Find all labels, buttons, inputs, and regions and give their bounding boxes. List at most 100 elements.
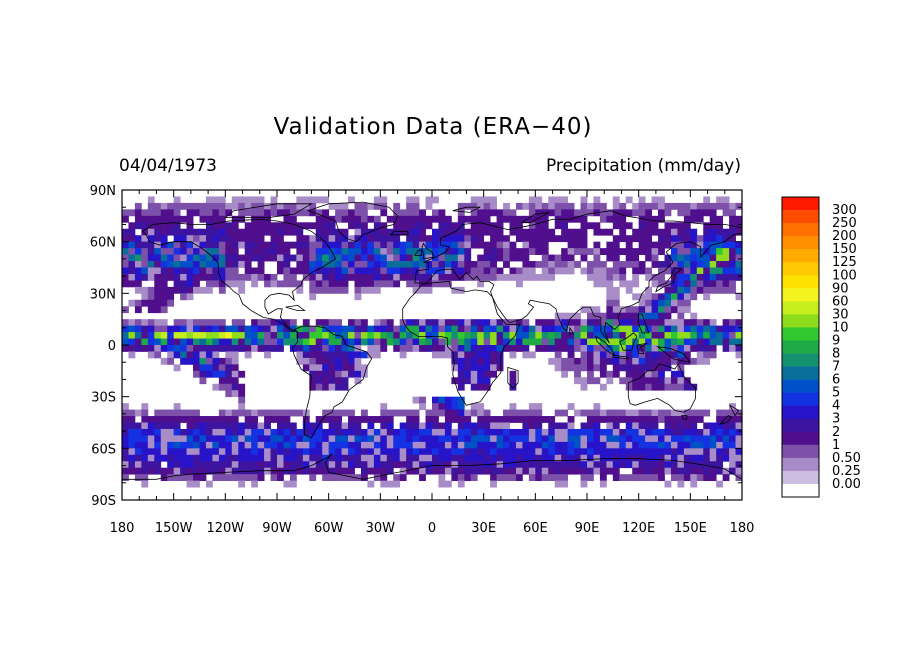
precip-cell: [483, 467, 491, 475]
precip-cell: [625, 383, 633, 391]
precip-cell: [645, 441, 652, 449]
precip-cell: [341, 267, 349, 275]
precip-cell: [238, 215, 246, 223]
precip-cell: [567, 461, 575, 469]
precip-cell: [367, 422, 375, 430]
precip-cell: [373, 345, 381, 352]
precipitation-field: [122, 196, 742, 488]
precip-cell: [470, 222, 478, 230]
precip-cell: [309, 370, 317, 378]
precip-cell: [490, 273, 497, 281]
precip-cell: [574, 332, 581, 339]
precip-cell: [218, 338, 226, 346]
lon-label: 180: [110, 521, 135, 536]
precip-cell: [141, 454, 149, 462]
precip-cell: [587, 364, 594, 372]
precip-cell: [257, 441, 265, 449]
precip-cell: [360, 435, 368, 443]
precip-cell: [438, 209, 446, 217]
precip-cell: [593, 254, 601, 262]
precip-cell: [251, 480, 259, 488]
precip-cell: [444, 461, 452, 469]
precip-cell: [186, 422, 194, 430]
precip-cell: [457, 474, 465, 482]
precip-cell: [419, 345, 426, 352]
precip-cell: [670, 441, 678, 449]
precip-cell: [147, 241, 155, 249]
coastline-british-isles: [421, 242, 435, 260]
precip-cell: [451, 357, 459, 365]
precip-cell: [709, 319, 717, 327]
precip-cell: [490, 474, 497, 482]
precip-cell: [612, 241, 620, 249]
precip-cell: [141, 474, 149, 482]
precip-cell: [289, 435, 297, 443]
precip-cell: [444, 319, 452, 327]
precip-cell: [548, 441, 556, 449]
precip-cell: [451, 474, 459, 482]
precip-cell: [386, 338, 394, 346]
coastline-japan: [655, 267, 683, 293]
precip-cell: [386, 435, 394, 443]
precip-cell: [341, 202, 349, 210]
precip-cell: [322, 428, 330, 436]
precip-cell: [625, 312, 633, 320]
precip-cell: [574, 467, 581, 475]
precip-cell: [432, 332, 439, 339]
precip-cell: [606, 241, 614, 249]
precip-cell: [612, 196, 620, 204]
precip-cell: [509, 228, 517, 236]
precip-cell: [696, 261, 704, 268]
precip-cell: [296, 209, 304, 217]
precip-cell: [690, 332, 698, 339]
precip-cell: [554, 254, 562, 262]
precip-cell: [664, 480, 672, 488]
precip-cell: [509, 428, 517, 436]
precip-cell: [593, 409, 601, 417]
precip-cell: [147, 248, 155, 255]
precip-cell: [154, 228, 162, 236]
precip-cell: [496, 448, 504, 456]
colorbar-swatch: [782, 288, 819, 302]
precip-cell: [683, 325, 691, 333]
precip-cell: [244, 267, 252, 275]
precip-cell: [399, 338, 407, 346]
precip-cell: [670, 435, 678, 443]
precip-cell: [645, 254, 652, 262]
precip-cell: [625, 248, 633, 255]
precip-cell: [218, 467, 226, 475]
precip-cell: [193, 461, 200, 469]
precip-cell: [438, 428, 446, 436]
precip-cell: [645, 428, 652, 436]
precip-cell: [406, 416, 414, 423]
precip-cell: [632, 428, 640, 436]
precip-cell: [373, 474, 381, 482]
precip-cell: [561, 461, 569, 469]
precip-cell: [483, 338, 491, 346]
precip-cell: [703, 454, 711, 462]
precip-cell: [380, 338, 388, 346]
precip-cell: [386, 422, 394, 430]
precip-cell: [134, 325, 142, 333]
precip-cell: [580, 235, 588, 243]
precip-cell: [444, 325, 452, 333]
precip-cell: [703, 345, 711, 352]
precip-cell: [535, 248, 543, 255]
precip-cell: [690, 409, 698, 417]
precip-cell: [432, 461, 439, 469]
precip-cell: [651, 409, 659, 417]
precip-cell: [535, 241, 543, 249]
precip-cell: [193, 351, 200, 359]
precip-cell: [632, 357, 640, 365]
precip-cell: [709, 474, 717, 482]
precip-cell: [328, 338, 336, 346]
precip-cell: [554, 209, 562, 217]
precip-cell: [205, 319, 213, 327]
precip-cell: [651, 351, 659, 359]
colorbar-label: 60: [832, 294, 849, 309]
precip-cell: [683, 383, 691, 391]
precip-cell: [205, 370, 213, 378]
precip-cell: [193, 248, 200, 255]
precip-cell: [173, 351, 181, 359]
precip-cell: [593, 325, 601, 333]
